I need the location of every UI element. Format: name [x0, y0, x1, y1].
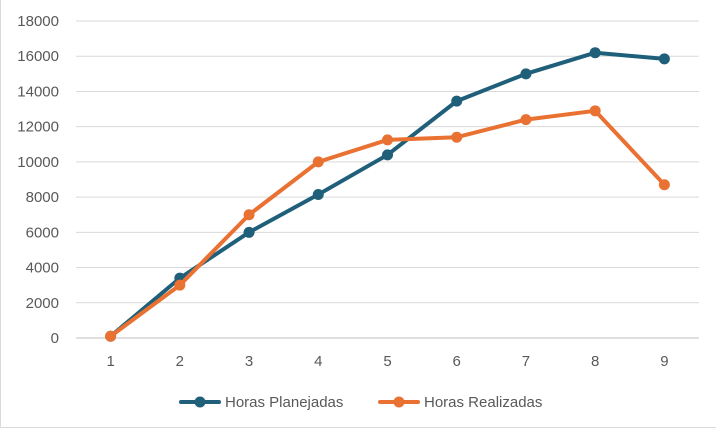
x-tick-label: 9 [660, 353, 668, 370]
x-tick-label: 8 [591, 353, 599, 370]
legend: Horas Planejadas Horas Realizadas [179, 394, 542, 411]
x-tick-label: 2 [176, 353, 184, 370]
data-point [174, 279, 186, 291]
y-tick-label: 10000 [17, 154, 59, 171]
series-lines [105, 47, 670, 342]
data-point [589, 47, 601, 59]
gridlines [76, 20, 699, 304]
x-tick-label: 3 [245, 353, 253, 370]
data-point [312, 188, 324, 200]
data-point [243, 209, 255, 221]
data-point [105, 330, 117, 342]
data-point [451, 95, 463, 107]
data-point [658, 53, 670, 65]
y-tick-label: 12000 [17, 119, 59, 136]
legend-label: Horas Planejadas [225, 394, 343, 411]
legend-swatch-marker [393, 396, 405, 408]
x-axis-tick-labels: 1 2 3 4 5 6 7 8 9 [106, 353, 668, 370]
y-tick-label: 8000 [26, 189, 59, 206]
series-line [108, 50, 667, 339]
y-axis-tick-labels: 0 2000 4000 6000 8000 10000 12000 14000 16000 180… [17, 13, 59, 347]
series-horas-realizadas [105, 105, 670, 342]
data-point [520, 114, 532, 126]
y-tick-label: 6000 [26, 224, 59, 241]
legend-label: Horas Realizadas [424, 394, 542, 411]
y-tick-label: 0 [51, 330, 59, 347]
data-point [589, 105, 601, 117]
legend-swatch-marker [194, 396, 206, 408]
x-tick-label: 6 [453, 353, 461, 370]
data-point [312, 156, 324, 168]
y-tick-label: 14000 [17, 83, 59, 100]
x-tick-label: 5 [383, 353, 391, 370]
data-point [382, 149, 393, 161]
x-tick-label: 7 [522, 353, 530, 370]
x-tick-label: 4 [314, 353, 322, 370]
x-tick-label: 1 [106, 353, 114, 370]
legend-item: Horas Planejadas [179, 394, 343, 411]
y-tick-label: 2000 [26, 295, 59, 312]
data-point [243, 226, 255, 238]
data-point [658, 179, 670, 191]
legend-item: Horas Realizadas [378, 394, 542, 411]
data-point [382, 134, 393, 146]
data-point [451, 131, 463, 143]
data-point [520, 68, 532, 80]
y-tick-label: 4000 [26, 260, 59, 277]
y-tick-label: 18000 [17, 13, 59, 30]
y-tick-label: 16000 [17, 48, 59, 65]
